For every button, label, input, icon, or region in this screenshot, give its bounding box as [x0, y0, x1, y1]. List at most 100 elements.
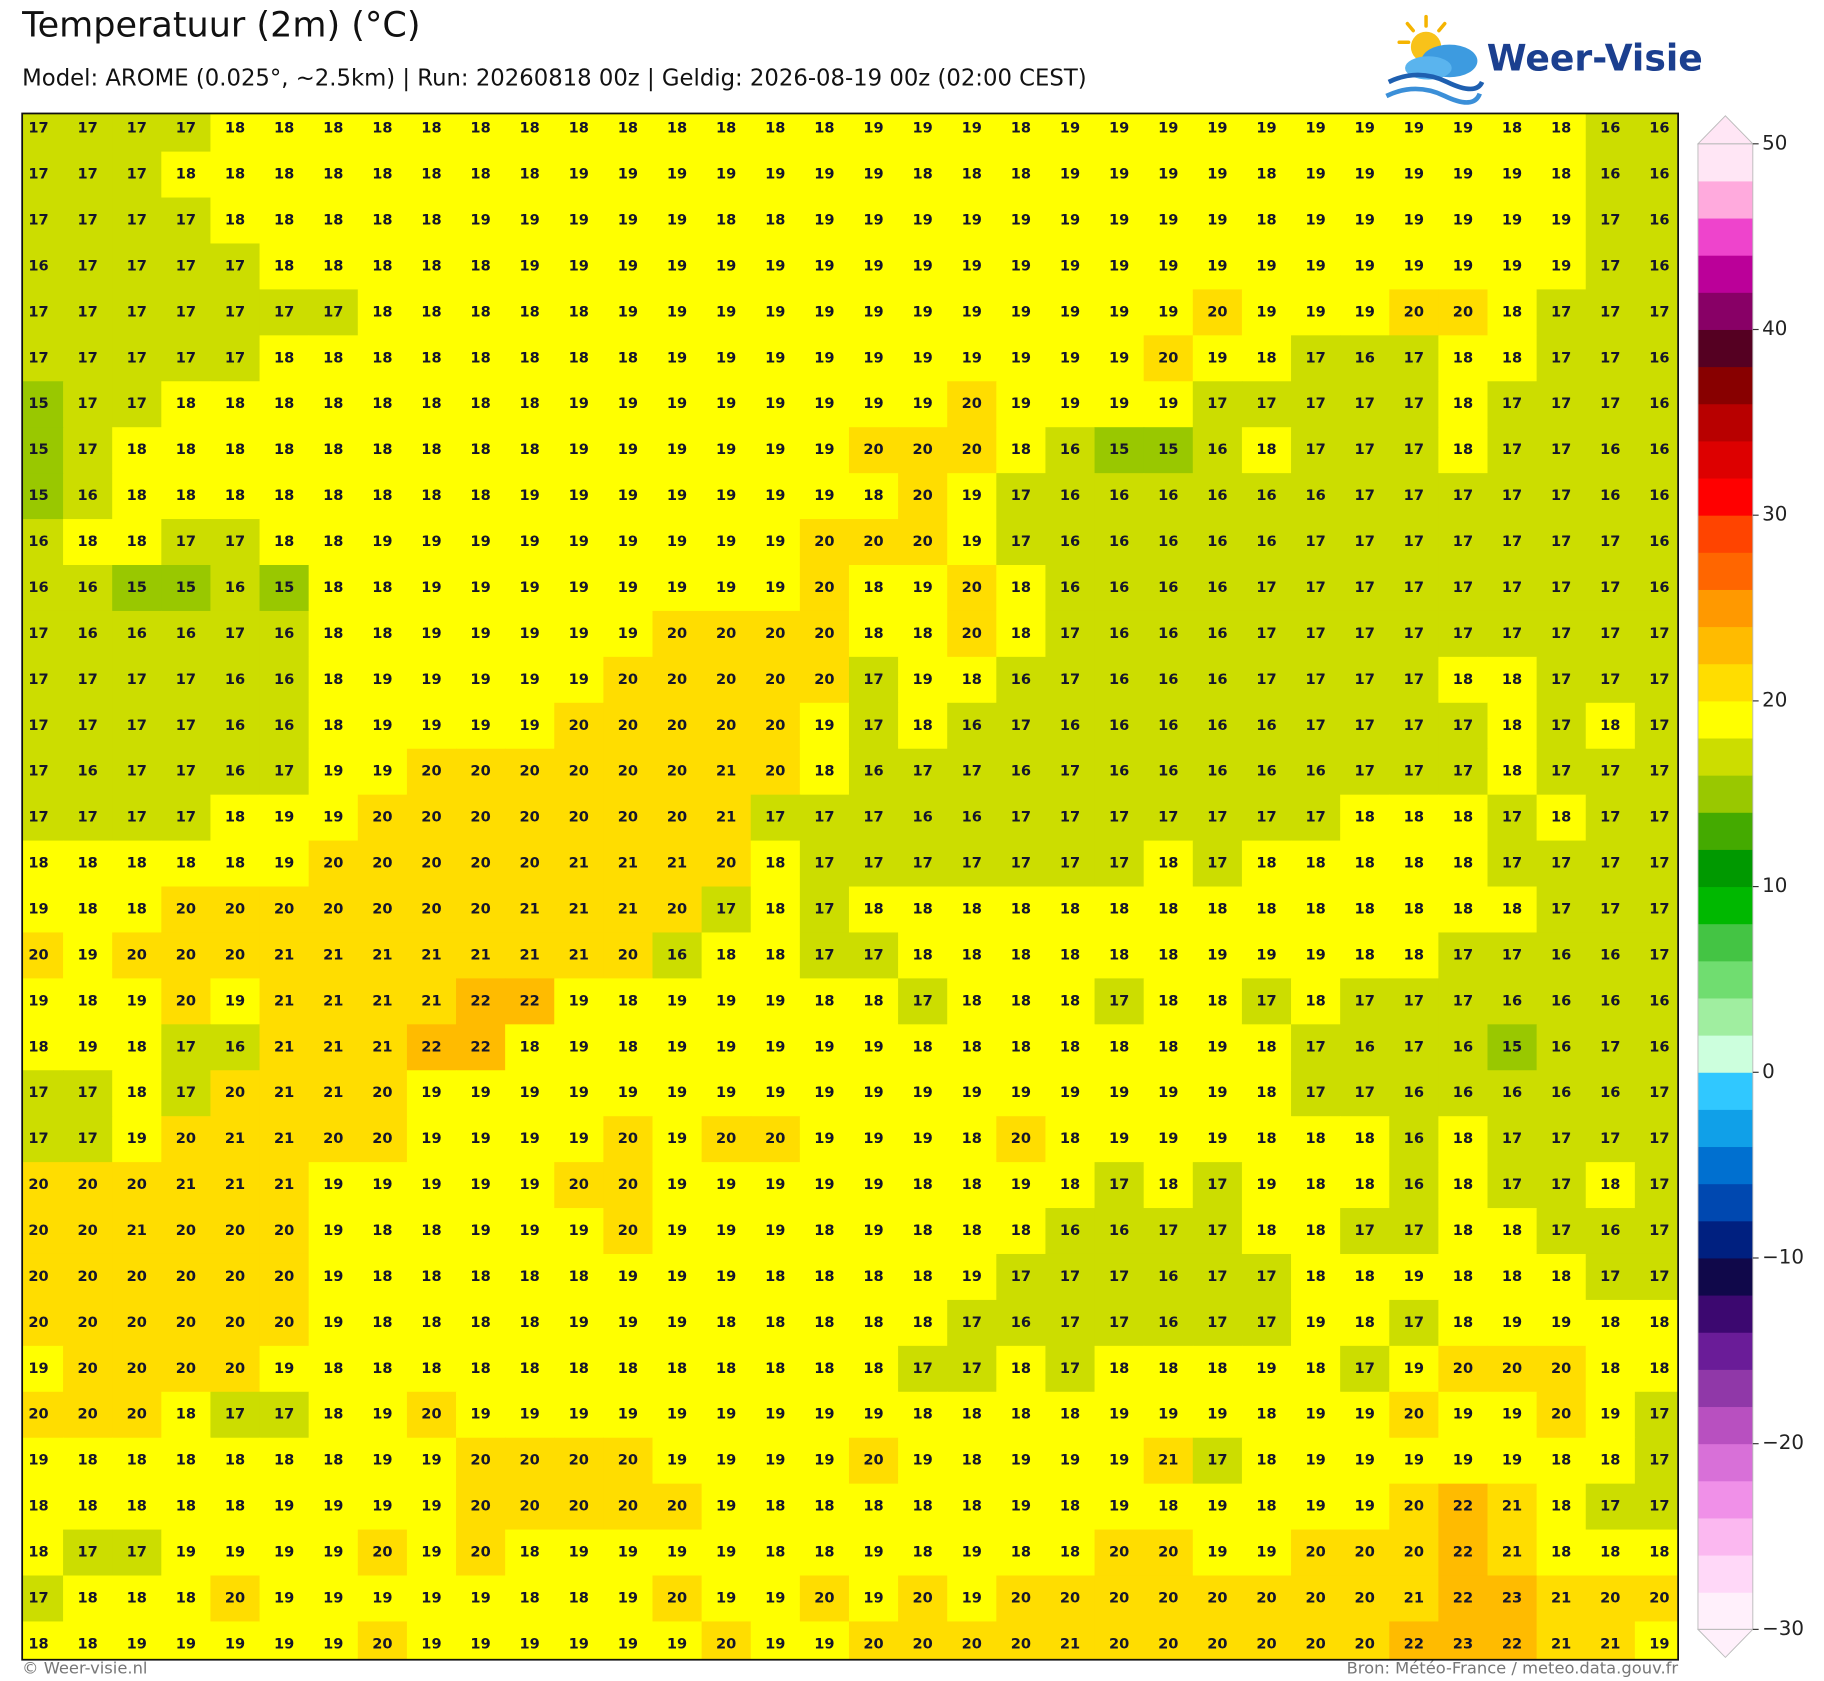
- temp-label: 18: [274, 1452, 294, 1469]
- temp-label: 18: [225, 1498, 245, 1515]
- temp-cell: [1438, 1116, 1489, 1163]
- temp-cell: [1340, 794, 1390, 842]
- temp-label: 18: [323, 579, 343, 596]
- temp-cell: [112, 1299, 162, 1347]
- temp-label: 18: [323, 257, 343, 274]
- temp-cell: [308, 381, 359, 428]
- logo-icon: [1385, 14, 1485, 105]
- temp-cell: [259, 978, 310, 1025]
- temp-label: 21: [1551, 1589, 1571, 1606]
- temp-label: 19: [421, 671, 441, 688]
- temp-label: 17: [863, 855, 883, 872]
- temp-label: 16: [1109, 763, 1129, 780]
- temp-cell: [652, 1391, 703, 1439]
- colorbar-tick-label: 10: [1762, 874, 1787, 897]
- temp-cell: [1536, 473, 1587, 520]
- temp-label: 19: [1551, 212, 1571, 229]
- temp-label: 19: [569, 1038, 589, 1055]
- temp-label: 18: [225, 166, 245, 183]
- temp-cell: [1536, 656, 1587, 704]
- temp-label: 18: [520, 1360, 540, 1377]
- temp-label: 19: [470, 1222, 490, 1239]
- temp-label: 18: [863, 992, 883, 1009]
- temp-label: 18: [1600, 717, 1620, 734]
- temp-cell: [1438, 932, 1489, 979]
- temp-cell: [1487, 1437, 1538, 1485]
- temp-cell: [554, 1162, 604, 1209]
- temp-cell: [1094, 978, 1145, 1025]
- temp-label: 19: [520, 487, 540, 504]
- temp-label: 19: [1109, 166, 1129, 183]
- temp-cell: [750, 243, 801, 290]
- temp-cell: [603, 289, 654, 336]
- temp-cell: [1340, 1162, 1390, 1209]
- temp-label: 19: [618, 625, 638, 642]
- temp-cell: [1487, 427, 1538, 474]
- temp-cell: [701, 794, 752, 842]
- temp-cell: [1241, 113, 1292, 153]
- temp-label: 21: [520, 900, 540, 917]
- temp-label: 18: [225, 1452, 245, 1469]
- temp-label: 17: [225, 257, 245, 274]
- temp-label: 17: [1404, 671, 1424, 688]
- temp-label: 19: [716, 303, 736, 320]
- temp-cell: [259, 519, 310, 566]
- temp-cell: [308, 1391, 359, 1439]
- temp-label: 18: [1355, 900, 1375, 917]
- temp-cell: [406, 748, 457, 796]
- temp-cell: [1536, 1299, 1587, 1347]
- temp-label: 20: [765, 1130, 785, 1147]
- temp-cell: [701, 427, 752, 474]
- temp-label: 19: [470, 533, 490, 550]
- temp-cell: [505, 197, 555, 245]
- temp-cell: [652, 289, 703, 336]
- map: 17 17 17 17 18 18 18 18 18 18 18 18 18 18 18 18 18 19 19 19…: [22, 113, 1679, 1660]
- temp-label: 21: [372, 946, 392, 963]
- temp-label: 21: [323, 946, 343, 963]
- temp-label: 20: [1158, 1589, 1178, 1606]
- temp-cell: [1094, 840, 1145, 888]
- temp-cell: [1094, 932, 1145, 979]
- temp-label: 16: [1649, 349, 1669, 366]
- temp-cell: [1487, 197, 1538, 245]
- temp-cell: [701, 564, 752, 612]
- temp-label: 19: [1256, 1544, 1276, 1561]
- temp-label: 20: [1551, 1360, 1571, 1377]
- temp-cell: [652, 978, 703, 1025]
- temp-cell: [1340, 335, 1390, 382]
- temp-cell: [1389, 1116, 1439, 1163]
- temp-cell: [1192, 1437, 1243, 1485]
- temp-label: 17: [1207, 1268, 1227, 1285]
- temp-label: 17: [1551, 671, 1571, 688]
- temp-cell: [1585, 978, 1636, 1025]
- temp-label: 16: [1109, 487, 1129, 504]
- temp-label: 18: [814, 992, 834, 1009]
- temp-label: 19: [569, 1222, 589, 1239]
- temp-label: 17: [127, 395, 147, 412]
- temp-cell: [701, 289, 752, 336]
- temp-cell: [1045, 1253, 1096, 1301]
- temp-label: 20: [274, 1314, 294, 1331]
- temp-label: 18: [962, 1452, 982, 1469]
- temp-label: 18: [1600, 1360, 1620, 1377]
- temp-label: 20: [323, 1130, 343, 1147]
- temp-cell: [1192, 427, 1243, 474]
- temp-cell: [1143, 1024, 1194, 1071]
- temp-label: 19: [716, 1176, 736, 1193]
- temp-label: 16: [1404, 1130, 1424, 1147]
- temp-cell: [1536, 794, 1587, 842]
- temp-label: 18: [1011, 1544, 1031, 1561]
- temp-label: 19: [667, 1635, 687, 1652]
- temp-cell: [1634, 610, 1679, 658]
- temp-label: 19: [1060, 303, 1080, 320]
- temp-label: 20: [912, 487, 932, 504]
- temp-label: 20: [176, 992, 196, 1009]
- temp-label: 19: [1355, 1406, 1375, 1423]
- temp-cell: [1094, 1437, 1145, 1485]
- temp-cell: [161, 1391, 212, 1439]
- temp-label: 18: [1060, 1498, 1080, 1515]
- temp-label: 19: [421, 625, 441, 642]
- temp-cell: [406, 1299, 457, 1347]
- temp-cell: [22, 978, 64, 1025]
- temp-label: 20: [912, 441, 932, 458]
